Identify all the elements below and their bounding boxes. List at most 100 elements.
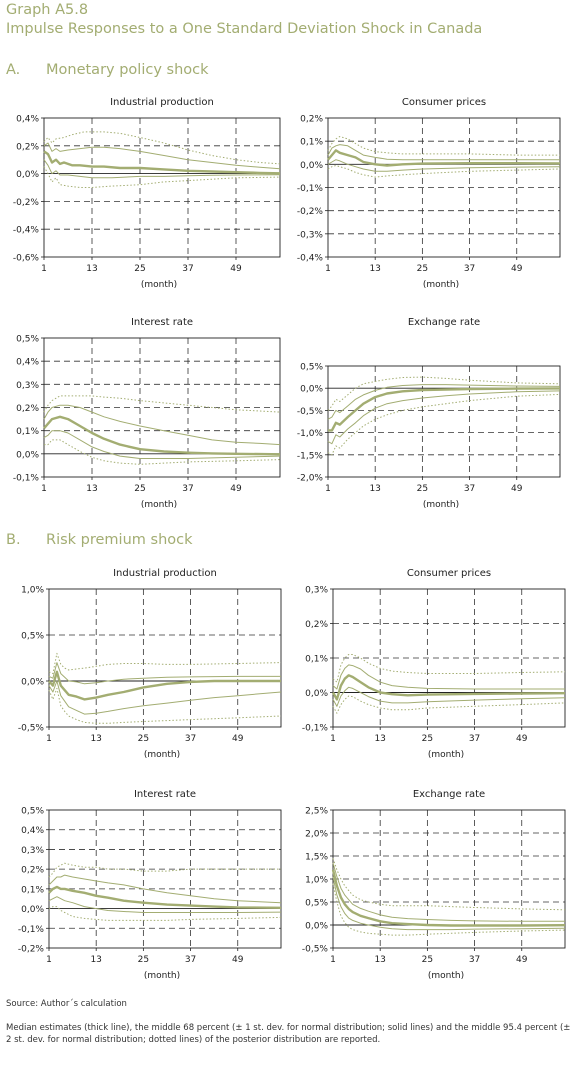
x-tick-label: 49 xyxy=(511,484,523,494)
chart-title: Exchange rate xyxy=(408,317,480,328)
y-tick-label: 0,2% xyxy=(21,866,44,876)
y-tick-label: 1,5% xyxy=(305,853,328,863)
section-a-heading: A. Monetary policy shock xyxy=(6,62,209,78)
lower-95-band-line xyxy=(44,439,281,465)
upper-68-band-line xyxy=(327,144,560,161)
x-tick-label: 25 xyxy=(422,955,433,965)
x-tick-label: 1 xyxy=(325,484,331,494)
x-tick-label: 37 xyxy=(185,734,196,744)
chart-b-ip: Industrial production -0,5% 0,0% 0,5% 1,0% 1 1… xyxy=(18,568,282,760)
x-tick-label: 1 xyxy=(41,264,47,274)
x-axis-label: (month) xyxy=(141,500,177,510)
x-tick-label: 49 xyxy=(230,264,242,274)
y-tick-label: -0,1% xyxy=(297,184,324,194)
y-tick-label: -2,0% xyxy=(297,474,324,484)
x-tick-label: 37 xyxy=(464,484,475,494)
y-tick-label: 0,0% xyxy=(21,678,44,688)
y-tick-label: -0,5% xyxy=(302,945,329,955)
y-tick-label: 2,5% xyxy=(305,807,328,817)
x-tick-label: 37 xyxy=(469,734,480,744)
median-line xyxy=(331,674,566,701)
y-tick-label: -0,2% xyxy=(13,198,40,208)
x-axis-label: (month) xyxy=(141,280,177,290)
upper-95-band-line xyxy=(327,136,560,156)
y-tick-label: 0,5% xyxy=(300,363,323,373)
chart-title: Interest rate xyxy=(134,789,196,800)
y-tick-label: 0,0% xyxy=(21,905,44,915)
x-tick-label: 1 xyxy=(41,484,47,494)
upper-68-band-line xyxy=(332,862,565,922)
chart-a-cp: Consumer prices -0,4% -0,3% -0,2% -0,1% 0,0% 0… xyxy=(297,97,561,290)
plot-frame xyxy=(327,365,561,478)
y-tick-label: -0,2% xyxy=(18,945,45,955)
x-axis-label: (month) xyxy=(428,750,464,760)
graph-title: Impulse Responses to a One Standard Devi… xyxy=(6,21,483,37)
lower-95-band-line xyxy=(332,883,566,936)
x-tick-label: 49 xyxy=(232,955,244,965)
y-tick-label: -0,5% xyxy=(297,407,324,417)
section-a-letter: A. xyxy=(6,62,21,78)
lower-68-band-line xyxy=(327,390,561,445)
x-tick-label: 25 xyxy=(417,484,428,494)
x-tick-label: 1 xyxy=(330,734,336,744)
x-tick-label: 1 xyxy=(46,955,52,965)
y-tick-label: 0,4% xyxy=(16,358,39,368)
lower-95-band-line xyxy=(48,906,282,921)
chart-b-ir: Interest rate -0,2% -0,1% 0,0% 0,1% 0,2% 0,3% 0… xyxy=(18,789,282,981)
y-tick-label: -0,1% xyxy=(13,474,40,484)
x-tick-label: 25 xyxy=(134,264,145,274)
lower-68-band-line xyxy=(43,159,281,179)
x-tick-label: 1 xyxy=(46,734,52,744)
upper-95-band-line xyxy=(48,862,281,878)
x-tick-label: 37 xyxy=(464,264,475,274)
x-axis-label: (month) xyxy=(428,971,464,981)
y-tick-label: 0,0% xyxy=(305,689,328,699)
plot-frame xyxy=(48,809,282,949)
y-tick-label: 0,2% xyxy=(300,115,323,125)
graph-label: Graph A5.8 xyxy=(6,2,89,18)
y-tick-label: 0,0% xyxy=(305,922,328,932)
y-tick-label: 0,3% xyxy=(16,381,39,391)
chart-title: Consumer prices xyxy=(407,568,491,579)
x-tick-label: 1 xyxy=(330,955,336,965)
upper-68-band-line xyxy=(48,874,282,904)
x-tick-label: 25 xyxy=(134,484,145,494)
chart-title: Interest rate xyxy=(131,317,193,328)
y-tick-label: 0,3% xyxy=(21,846,44,856)
x-tick-label: 49 xyxy=(232,734,244,744)
median-line xyxy=(48,670,281,701)
y-tick-label: 0,2% xyxy=(16,404,39,414)
footnote: Median estimates (thick line), the middl… xyxy=(6,1023,571,1045)
y-tick-label: -0,5% xyxy=(18,724,45,734)
upper-68-band-line xyxy=(48,662,281,685)
x-tick-label: 49 xyxy=(230,484,242,494)
upper-95-band-line xyxy=(48,652,282,675)
y-tick-label: -0,1% xyxy=(302,724,329,734)
x-tick-label: 13 xyxy=(90,734,101,744)
chart-b-cp: Consumer prices -0,1% 0,0% 0,1% 0,2% 0,3% 1 13 2… xyxy=(302,568,566,760)
y-tick-label: 0,5% xyxy=(16,335,39,345)
chart-title: Consumer prices xyxy=(402,97,486,108)
lower-68-band-line xyxy=(48,680,282,715)
y-tick-label: -0,4% xyxy=(297,254,324,264)
x-tick-label: 25 xyxy=(422,734,433,744)
upper-68-band-line xyxy=(43,404,281,446)
upper-95-band-line xyxy=(332,858,566,911)
median-line xyxy=(327,149,561,167)
y-tick-label: 1,0% xyxy=(21,586,44,596)
y-tick-label: 0,1% xyxy=(16,427,39,437)
x-tick-label: 13 xyxy=(369,484,380,494)
y-tick-label: 0,5% xyxy=(21,632,44,642)
lower-95-band-line xyxy=(327,165,561,178)
lower-68-band-line xyxy=(48,896,282,913)
median-line xyxy=(331,869,566,927)
x-tick-label: 1 xyxy=(325,264,331,274)
y-tick-label: -1,0% xyxy=(297,429,324,439)
lower-68-band-line xyxy=(327,159,561,172)
x-tick-label: 25 xyxy=(138,734,149,744)
x-axis-label: (month) xyxy=(144,971,180,981)
x-tick-label: 37 xyxy=(185,955,196,965)
median-line xyxy=(48,885,282,909)
lower-68-band-line xyxy=(332,686,566,707)
